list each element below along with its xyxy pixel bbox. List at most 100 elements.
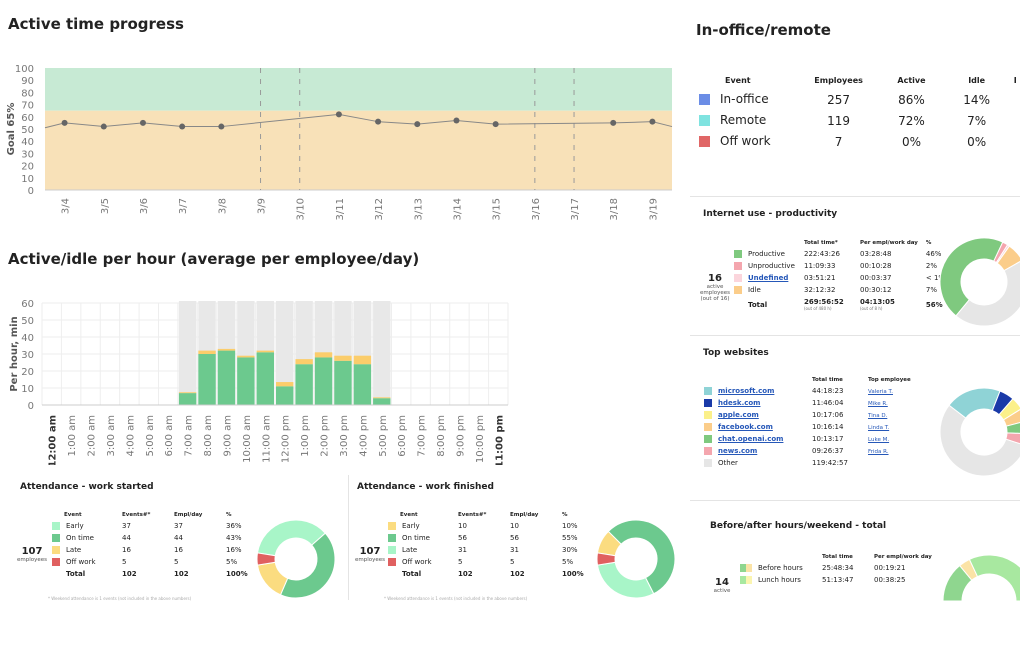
donut-segment xyxy=(596,561,655,599)
website-link[interactable]: news.com xyxy=(718,447,758,455)
legend-swatch xyxy=(734,250,742,258)
idle-bar xyxy=(198,350,216,354)
y-tick-label: 40 xyxy=(21,137,34,148)
column-header: Event xyxy=(400,512,418,518)
column-header: Empl/day xyxy=(174,512,203,518)
x-tick-label: 3/19 xyxy=(648,198,659,220)
event-label: Early xyxy=(66,522,84,530)
y-tick-label: 100 xyxy=(15,64,34,75)
top-employee-link[interactable]: Mike R. xyxy=(868,401,888,407)
undefined-link[interactable]: Undefined xyxy=(748,274,789,282)
pct-value: 5% xyxy=(226,558,238,566)
active-bar xyxy=(334,360,352,405)
legend-swatch xyxy=(704,411,712,419)
top-employee-link[interactable]: Valeria T. xyxy=(868,389,893,395)
x-tick-label: 12:00 pm xyxy=(281,415,292,463)
x-tick-label: 3/14 xyxy=(452,198,463,220)
events-value: 5 xyxy=(122,558,127,566)
y-tick-label: 50 xyxy=(21,316,34,327)
active-bar xyxy=(295,364,313,405)
website-link[interactable]: facebook.com xyxy=(718,423,773,431)
productivity-row: Idle 32:12:32 00:30:12 7% xyxy=(730,284,952,296)
attendance-row: Early 10 10 10% xyxy=(384,520,610,532)
top-employee-link[interactable]: Tina D. xyxy=(868,413,888,419)
employee-count: 107 employees xyxy=(16,546,47,563)
office-row: In-office 257 86% 14% xyxy=(695,89,1020,110)
empl-value: 37 xyxy=(174,522,183,530)
legend-swatch xyxy=(52,546,60,554)
office-row: Remote 119 72% 7% xyxy=(695,110,1020,131)
legend-swatch xyxy=(704,459,712,467)
legend-swatch xyxy=(704,399,712,407)
website-link[interactable]: apple.com xyxy=(718,411,759,419)
footnote: * Weekend attendance is 1 events (not in… xyxy=(48,596,192,601)
top-employee-link[interactable]: Linda T. xyxy=(868,425,890,431)
productivity-row: Productive 222:43:26 03:28:48 46% xyxy=(730,248,952,260)
column-header: % xyxy=(562,512,568,518)
event-label: Late xyxy=(402,546,418,554)
top-employee-link[interactable]: Luke M. xyxy=(868,437,890,443)
website-link[interactable]: hdesk.com xyxy=(718,399,761,407)
legend-swatch xyxy=(699,136,710,147)
empl-value: 56 xyxy=(510,534,519,542)
idle-bar xyxy=(256,350,274,353)
empl-value: 44 xyxy=(174,534,183,542)
attendance-row: Off work 5 5 5% xyxy=(384,556,610,568)
column-header: Idle xyxy=(968,76,986,85)
donut-segment xyxy=(939,404,1020,477)
event-label: Off work xyxy=(66,558,96,566)
website-link[interactable]: chat.openai.com xyxy=(718,435,784,443)
x-tick-label: 3/11 xyxy=(335,198,346,220)
y-tick-label: 90 xyxy=(21,76,34,87)
employee-count: 107 employees xyxy=(354,546,385,563)
top-employee-link[interactable]: Frida R. xyxy=(868,449,889,455)
empl-value: 31 xyxy=(510,546,519,554)
x-tick-label: 7:00 am xyxy=(184,415,195,457)
y-tick-label: 40 xyxy=(21,333,34,344)
active-employees-count: 16 active employees (out of 16) xyxy=(700,273,731,302)
office-row: Off work 7 0% 0% xyxy=(695,131,1020,152)
legend-swatch xyxy=(388,546,396,554)
hours-row: Lunch hours 51:13:47 00:38:25 xyxy=(736,574,936,586)
events-value: 31 xyxy=(458,546,467,554)
x-tick-label: 3/17 xyxy=(570,198,581,220)
office-remote-title: In-office/remote xyxy=(696,21,831,39)
total-row: Total 269:56:52 (out of 480 h) 04:13:05 (out… xyxy=(748,298,943,311)
data-point xyxy=(100,123,107,130)
attendance-row: Early 37 37 36% xyxy=(48,520,274,532)
legend-swatch xyxy=(699,115,710,126)
website-link[interactable]: microsoft.com xyxy=(718,387,775,395)
attendance-row: On time 56 56 55% xyxy=(384,532,610,544)
active-bar xyxy=(373,398,391,405)
column-header: Active xyxy=(897,76,926,85)
x-tick-label: 10:00 am xyxy=(242,415,253,463)
pct-value: 36% xyxy=(226,522,242,530)
column-header: Event xyxy=(725,76,751,85)
attendance-row: Off work 5 5 5% xyxy=(48,556,274,568)
column-header: Total time* xyxy=(804,240,838,246)
column-header: Per empl/work day xyxy=(874,554,932,560)
x-tick-label: 12:00 am xyxy=(48,415,59,465)
idle-bar xyxy=(353,355,372,365)
x-tick-label: 4:00 pm xyxy=(358,415,369,457)
x-tick-label: 3/12 xyxy=(374,198,385,220)
total-row: Total 102 102 100% xyxy=(402,570,584,578)
legend-swatch xyxy=(734,274,742,282)
column-header: Total time xyxy=(812,377,843,383)
data-point xyxy=(414,121,421,128)
attendance-finished-title: Attendance - work finished xyxy=(357,482,494,492)
x-tick-label: 11:00 pm xyxy=(494,415,505,465)
y-axis-label: Goal 65% xyxy=(6,103,17,156)
legend-swatch xyxy=(740,564,752,572)
column-header: I xyxy=(1013,76,1017,85)
data-point xyxy=(61,119,68,126)
column-header: Top employee xyxy=(868,377,911,383)
column-header: Events#* xyxy=(122,512,151,518)
donut-segment xyxy=(596,552,616,566)
website-row: microsoft.com 44:18:23 Valeria T. xyxy=(700,385,924,397)
top-websites-title: Top websites xyxy=(703,348,769,358)
trend-line xyxy=(44,113,673,129)
y-tick-label: 30 xyxy=(21,350,34,361)
active-bar xyxy=(314,357,333,405)
